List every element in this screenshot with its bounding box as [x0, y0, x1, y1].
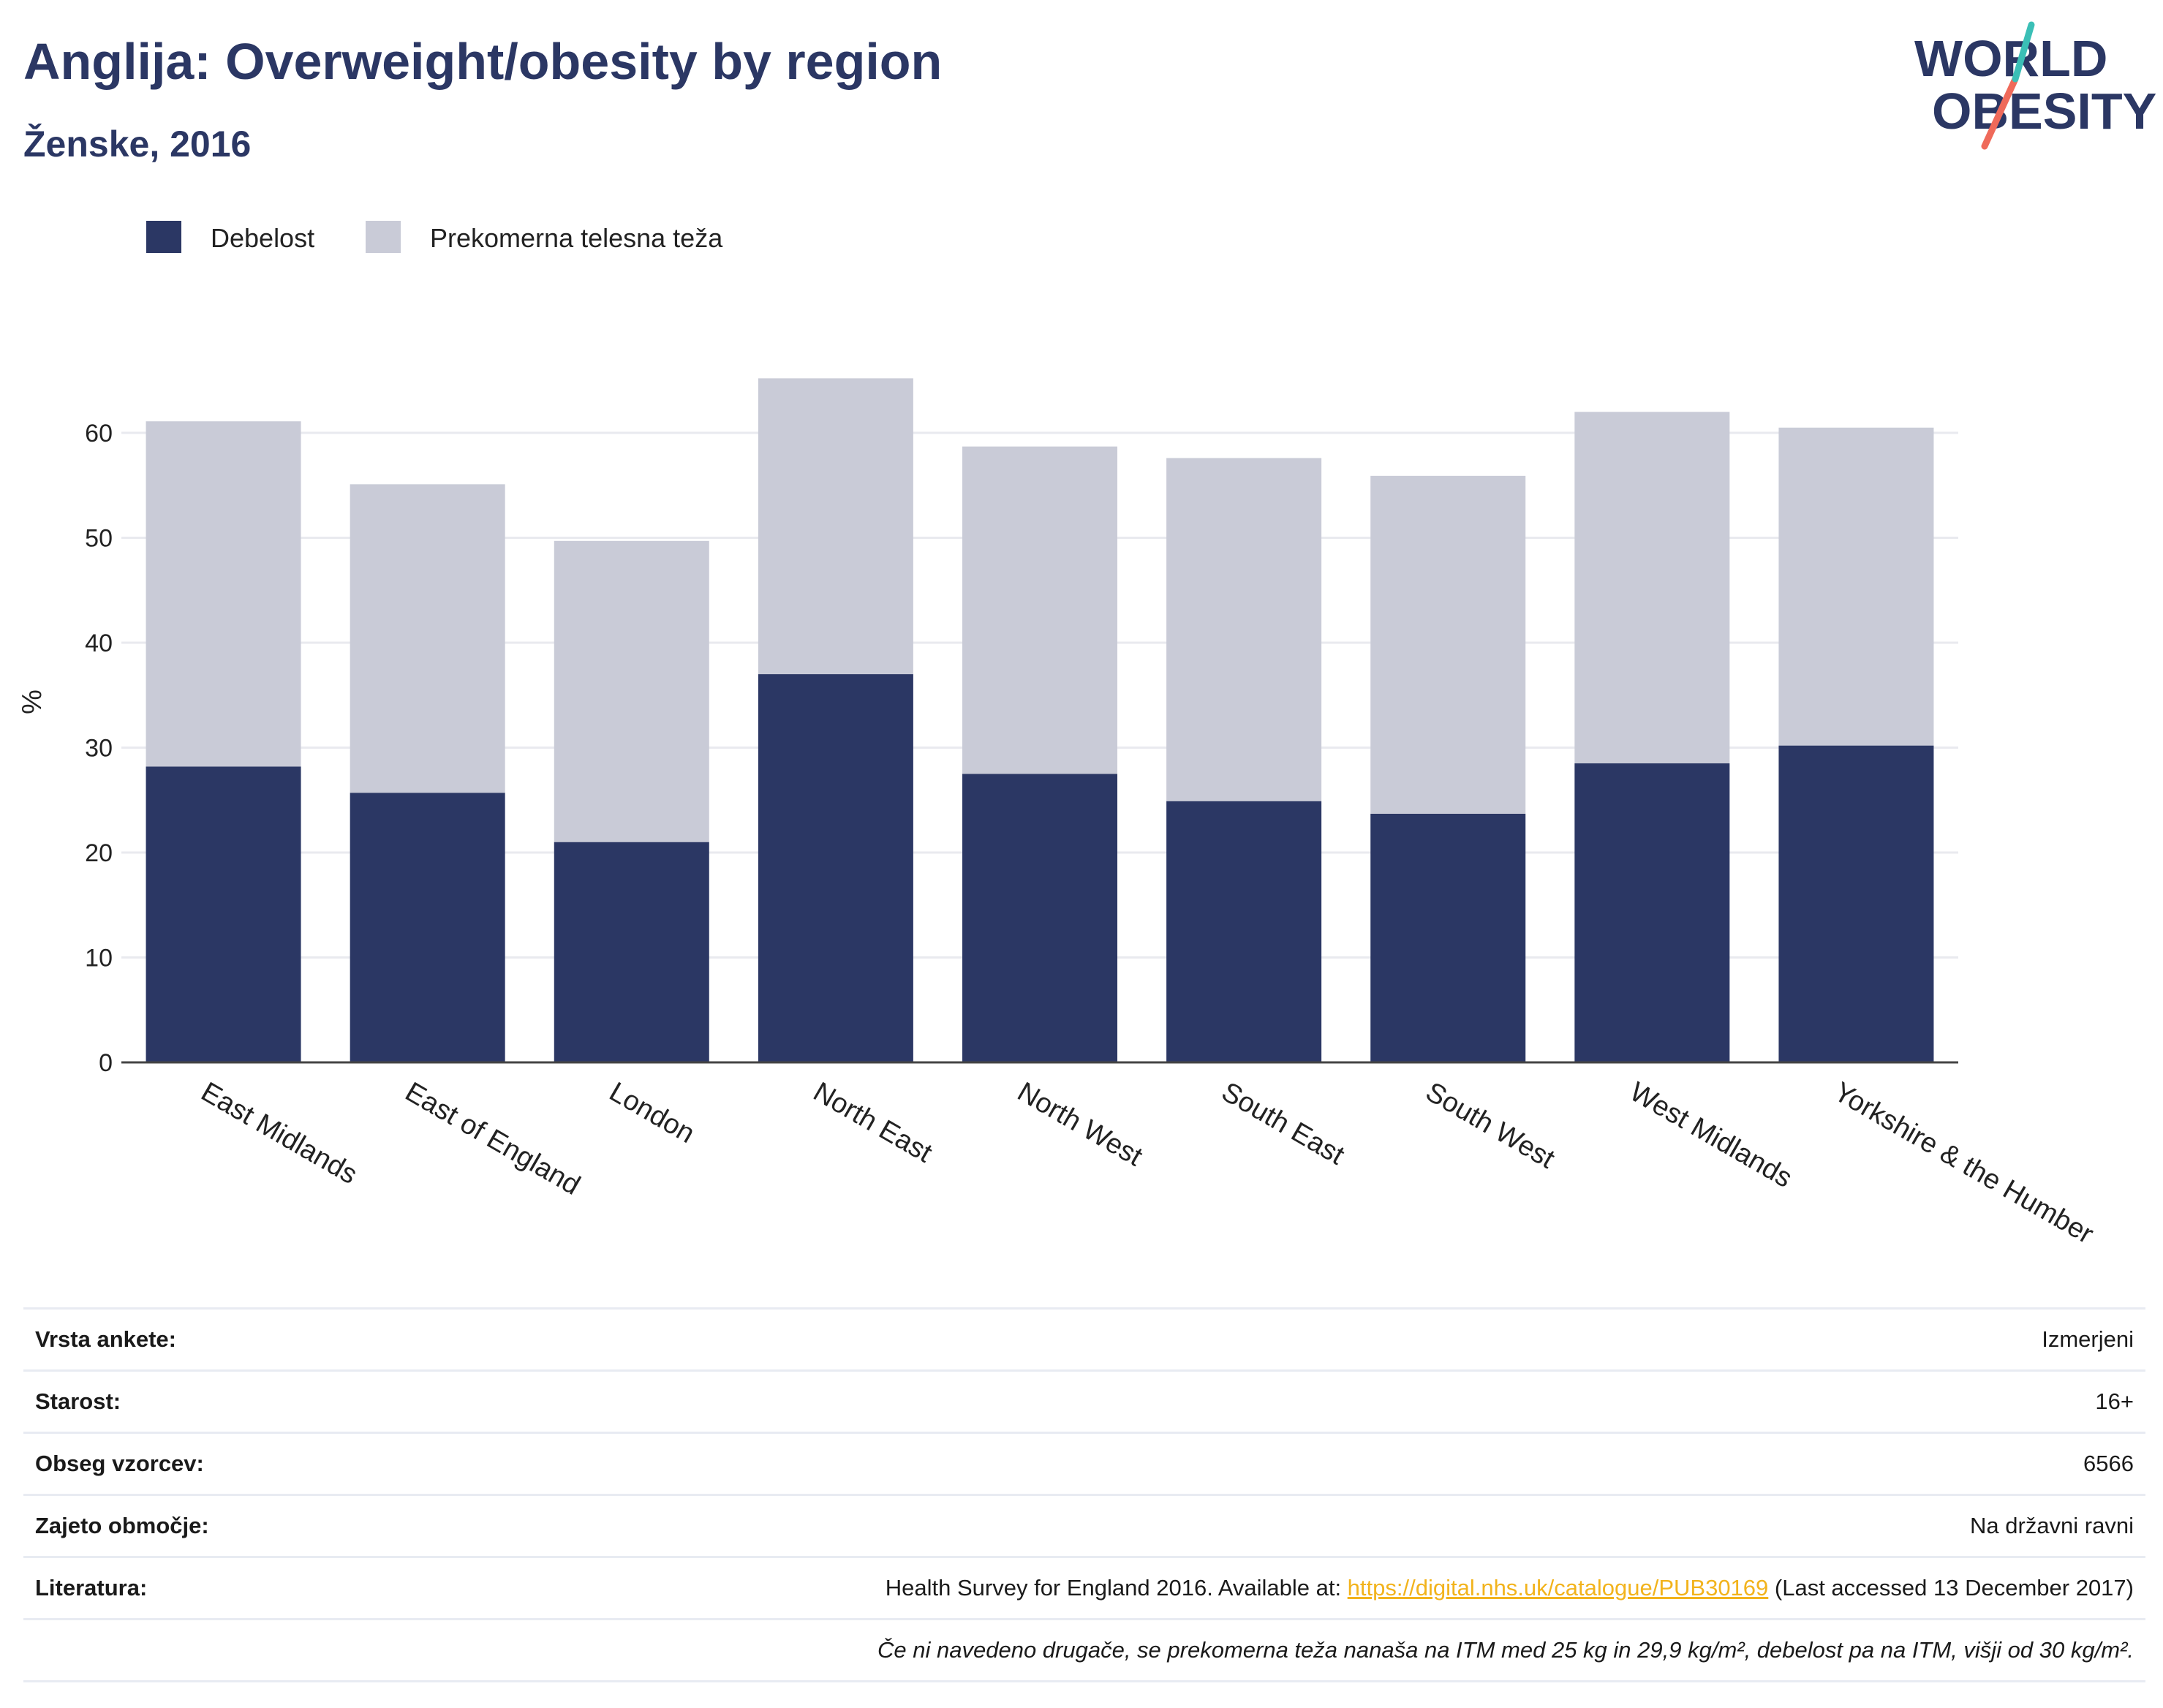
info-row-reference: Literatura: Health Survey for England 201…: [23, 1556, 2145, 1620]
y-tick-label: 0: [99, 1049, 113, 1077]
bar-obesity: [554, 842, 709, 1062]
bar-overweight: [146, 421, 301, 767]
logo-slash-teal: [2012, 21, 2035, 83]
x-tick-label: North East: [808, 1076, 937, 1168]
bar-obesity: [146, 766, 301, 1062]
x-tick-label: East Midlands: [196, 1076, 363, 1190]
bar-obesity: [758, 674, 913, 1062]
world-obesity-logo: WORLD OBESITY: [1914, 21, 2156, 150]
legend-swatch-obesity: [146, 221, 181, 253]
reference-accessed: (Last accessed 13 December 2017): [1768, 1575, 2134, 1601]
y-tick-label: 40: [85, 630, 113, 657]
info-label: Starost:: [23, 1369, 309, 1433]
y-tick-label: 60: [85, 420, 113, 447]
reference-text: Health Survey for England 2016. Availabl…: [885, 1575, 1348, 1601]
x-tick-label: West Midlands: [1625, 1076, 1797, 1194]
y-tick-label: 20: [85, 839, 113, 867]
legend-label-obesity: Debelost: [211, 223, 314, 253]
bar-overweight: [1778, 427, 1934, 746]
chart-title: Anglija: Overweight/obesity by region: [23, 33, 943, 90]
legend-label-overweight: Prekomerna telesna teža: [430, 223, 723, 253]
y-tick-label: 10: [85, 945, 113, 972]
y-tick-label: 30: [85, 735, 113, 763]
logo-line-2: OBESITY: [1932, 83, 2156, 140]
info-row-footnote: Če ni navedeno drugače, se prekomerna te…: [23, 1618, 2145, 1682]
logo-line-1: WORLD: [1914, 30, 2107, 87]
bar-obesity: [1166, 801, 1322, 1062]
bar-overweight: [1166, 458, 1322, 801]
bar-overweight: [758, 378, 913, 675]
x-tick-label: London: [604, 1076, 700, 1149]
info-value-reference: Health Survey for England 2016. Availabl…: [308, 1556, 2145, 1620]
logo-slash-coral: [1981, 75, 2019, 150]
stacked-bar-chart: Debelost Prekomerna telesna teža 0 10 20 30 4…: [17, 221, 2099, 1250]
info-label: Literatura:: [23, 1556, 309, 1620]
info-row: Starost: 16+: [23, 1369, 2145, 1433]
info-label: Obseg vzorcev:: [23, 1432, 309, 1495]
info-value: Na državni ravni: [308, 1494, 2145, 1557]
reference-link[interactable]: https://digital.nhs.uk/catalogue/PUB3016…: [1347, 1575, 1769, 1601]
y-tick-label: 50: [85, 525, 113, 553]
bar-obesity: [962, 774, 1117, 1062]
bar-overweight: [962, 446, 1117, 774]
footnote: Če ni navedeno drugače, se prekomerna te…: [23, 1618, 2145, 1682]
chart-subtitle: Ženske, 2016: [23, 124, 252, 165]
legend-swatch-overweight: [366, 221, 401, 253]
info-row: Vrsta ankete: Izmerjeni: [23, 1307, 2145, 1371]
bar-obesity: [1574, 763, 1730, 1062]
y-axis-label: %: [17, 689, 48, 714]
info-row: Obseg vzorcev: 6566: [23, 1432, 2145, 1495]
bar-obesity: [1370, 813, 1526, 1062]
bar-overweight: [1574, 412, 1730, 764]
info-label: Vrsta ankete:: [23, 1307, 309, 1371]
bar-overweight: [554, 540, 709, 842]
x-tick-label: East of England: [400, 1076, 585, 1201]
survey-info-table: Vrsta ankete: Izmerjeni Starost: 16+ Obseg v…: [23, 1307, 2145, 1682]
x-tick-label: Yorkshire & the Humber: [1829, 1076, 2099, 1250]
x-tick-label: South West: [1421, 1076, 1560, 1174]
x-tick-label: North West: [1012, 1076, 1147, 1172]
bar-overweight: [1370, 475, 1526, 814]
info-value: Izmerjeni: [308, 1307, 2145, 1371]
bar-obesity: [1778, 745, 1934, 1062]
x-tick-label: South East: [1216, 1076, 1349, 1171]
bar-overweight: [350, 484, 505, 793]
info-value: 6566: [308, 1432, 2145, 1495]
info-row: Zajeto območje: Na državni ravni: [23, 1494, 2145, 1557]
bar-obesity: [350, 793, 505, 1062]
bars: [146, 378, 1934, 1062]
legend: Debelost Prekomerna telesna teža: [146, 221, 723, 253]
info-value: 16+: [308, 1369, 2145, 1433]
info-label: Zajeto območje:: [23, 1494, 309, 1557]
